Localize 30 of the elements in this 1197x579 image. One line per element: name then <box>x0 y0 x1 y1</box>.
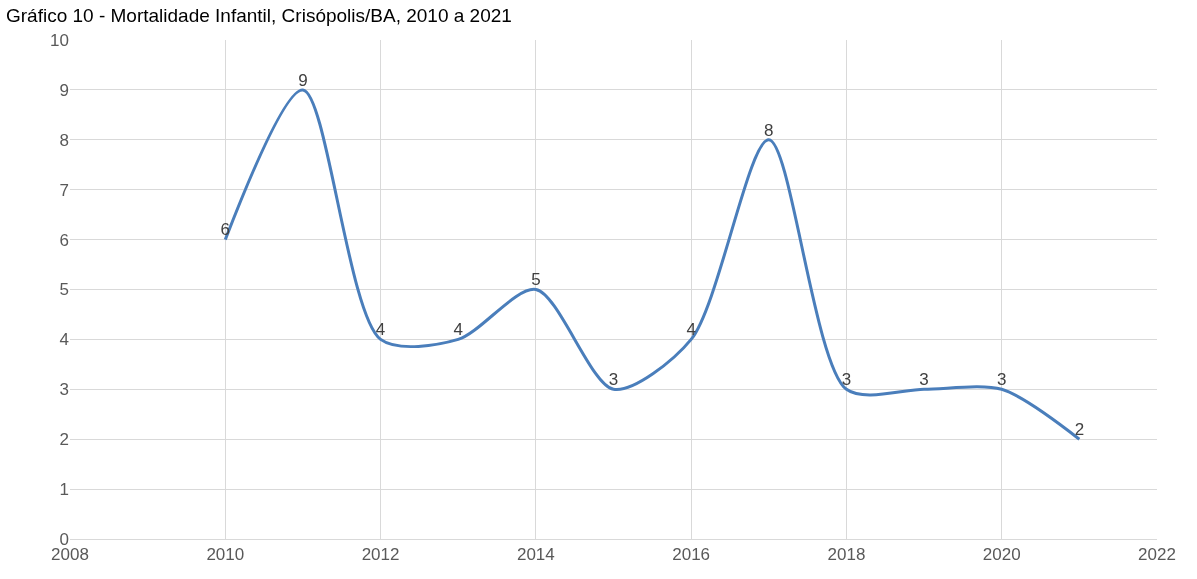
data-label: 5 <box>531 270 541 290</box>
y-tick-label: 3 <box>59 380 69 400</box>
y-tick-label: 8 <box>59 130 69 150</box>
y-tick-label: 6 <box>59 230 69 250</box>
data-label: 2 <box>1074 419 1085 439</box>
data-label: 9 <box>298 70 308 90</box>
data-label: 4 <box>453 320 463 340</box>
data-label: 3 <box>841 370 852 390</box>
x-tick-label: 2018 <box>827 545 866 565</box>
x-tick-label: 2012 <box>361 545 400 565</box>
data-label: 3 <box>919 370 929 390</box>
y-tick-label: 10 <box>50 30 69 50</box>
y-tick-label: 1 <box>59 480 69 500</box>
y-tick-label: 4 <box>59 330 69 350</box>
x-tick-label: 2014 <box>516 545 555 565</box>
data-label: 3 <box>996 370 1007 390</box>
y-tick-label: 2 <box>59 430 69 450</box>
data-label: 8 <box>764 120 774 140</box>
y-tick-label: 9 <box>59 80 69 100</box>
y-tick-label: 7 <box>59 180 69 200</box>
data-label: 4 <box>375 320 386 340</box>
data-label: 6 <box>220 220 231 240</box>
data-label: 4 <box>686 320 696 340</box>
y-tick-label: 5 <box>59 280 69 300</box>
data-label: 3 <box>608 370 619 390</box>
chart-title: Gráfico 10 - Mortalidade Infantil, Crisópolis/BA, 2010 a 2021 <box>5 4 512 26</box>
x-tick-label: 2010 <box>206 545 245 565</box>
x-tick-label: 2022 <box>1138 545 1176 565</box>
x-tick-label: 2020 <box>982 545 1021 565</box>
x-tick-label: 2016 <box>672 545 711 565</box>
